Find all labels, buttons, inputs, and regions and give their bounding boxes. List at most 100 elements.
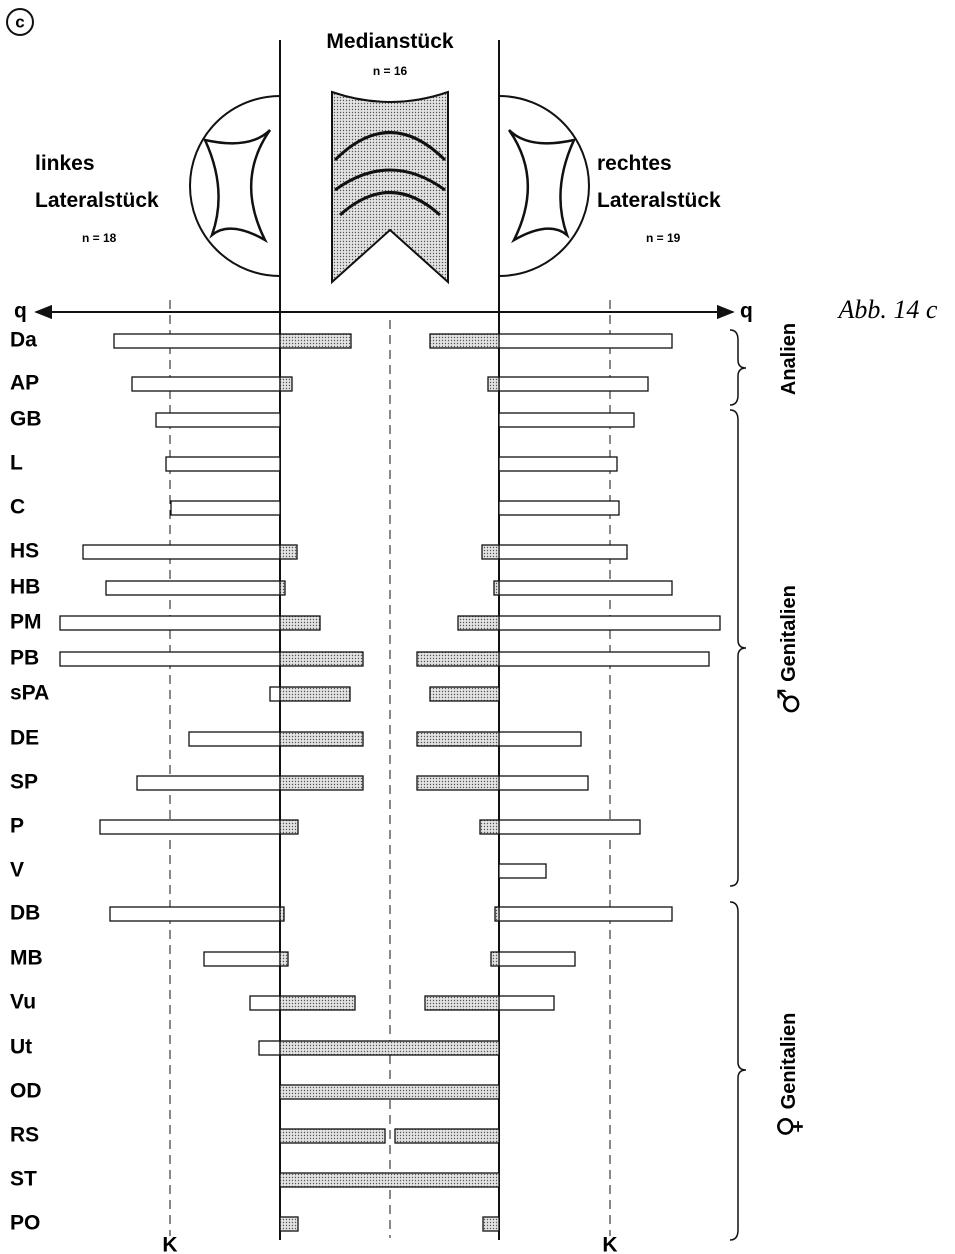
lateral-bar <box>156 413 280 427</box>
median-bar <box>430 687 499 701</box>
figure: c Medianstück n = 16 linkes Lateralstück… <box>0 0 955 1254</box>
left-title: linkes <box>35 152 95 175</box>
group-label: ♀ Genitalien <box>772 1013 807 1138</box>
right-detail <box>509 130 574 240</box>
lateral-bar <box>499 457 617 471</box>
row-label: DB <box>10 902 40 925</box>
median-bar <box>430 334 499 348</box>
median-bar <box>480 820 499 834</box>
median-bar <box>280 377 292 391</box>
row-label: RS <box>10 1124 39 1147</box>
left-detail <box>205 130 270 240</box>
lateral-bar <box>60 616 280 630</box>
group-label: Analien <box>778 323 800 395</box>
row-label: PM <box>10 611 42 634</box>
lateral-bar <box>499 652 709 666</box>
lateral-bar <box>499 501 619 515</box>
group-text: Genitalien <box>778 585 800 682</box>
row-label: MB <box>10 947 43 970</box>
row-label: PO <box>10 1212 40 1235</box>
k-label: K <box>162 1234 177 1254</box>
median-bar <box>280 1129 385 1143</box>
lateral-bar <box>110 907 280 921</box>
group-label: ♂ Genitalien <box>772 585 807 715</box>
median-bar <box>425 996 499 1010</box>
brace <box>730 902 746 1240</box>
row-label: P <box>10 815 24 838</box>
row-label: HB <box>10 576 40 599</box>
row-label: SP <box>10 771 38 794</box>
median-bar <box>280 687 350 701</box>
lateral-bar <box>83 545 280 559</box>
median-bar <box>483 1217 499 1231</box>
lateral-bar <box>499 413 634 427</box>
group-symbol: ♀ <box>772 1115 807 1137</box>
axis-label: q <box>14 300 27 323</box>
lateral-bar <box>499 581 672 595</box>
median-bar <box>280 616 320 630</box>
lateral-bar <box>137 776 280 790</box>
median-bar <box>417 732 499 746</box>
lateral-bar <box>499 334 672 348</box>
median-bar <box>280 776 363 790</box>
left-n: n = 18 <box>82 231 117 245</box>
lateral-bar <box>60 652 280 666</box>
median-piece <box>332 92 448 282</box>
row-label: DE <box>10 727 39 750</box>
lateral-bar <box>499 820 640 834</box>
median-bar <box>280 732 363 746</box>
caption: Abb. 14 c <box>837 295 938 324</box>
group-symbol: ♂ <box>772 688 807 715</box>
row-label: HS <box>10 540 39 563</box>
bars <box>60 334 720 1231</box>
median-bar <box>280 952 288 966</box>
median-bar <box>494 581 499 595</box>
row-label: sPA <box>10 682 49 705</box>
lateral-bar <box>171 501 280 515</box>
row-label: GB <box>10 408 42 431</box>
row-label: C <box>10 496 25 519</box>
median-title: Medianstück <box>326 30 454 53</box>
lateral-bar <box>204 952 280 966</box>
median-bar <box>280 334 351 348</box>
lateral-bar <box>499 616 720 630</box>
median-bar <box>495 907 499 921</box>
right-title: rechtes <box>597 152 672 175</box>
median-bar <box>482 545 499 559</box>
right-n: n = 19 <box>646 231 681 245</box>
median-bar <box>280 820 298 834</box>
k-label: K <box>602 1234 617 1254</box>
row-label: OD <box>10 1080 42 1103</box>
lateral-bar <box>132 377 280 391</box>
median-bar <box>280 996 355 1010</box>
median-bar <box>280 1173 499 1187</box>
median-bar <box>280 652 363 666</box>
median-bar <box>280 581 285 595</box>
lateral-bar <box>166 457 280 471</box>
lateral-bar <box>270 687 280 701</box>
row-label: ST <box>10 1168 37 1191</box>
median-n: n = 16 <box>373 64 408 78</box>
median-bar <box>417 652 499 666</box>
median-bar <box>280 545 297 559</box>
lateral-bar <box>250 996 280 1010</box>
lateral-bar <box>499 377 648 391</box>
group-text: Analien <box>778 323 800 395</box>
lateral-bar <box>499 864 546 878</box>
median-bar <box>280 1217 298 1231</box>
lateral-bar <box>499 952 575 966</box>
row-label: PB <box>10 647 39 670</box>
median-bar <box>488 377 499 391</box>
row-label: Ut <box>10 1036 32 1059</box>
lateral-bar <box>499 732 581 746</box>
lateral-bar <box>499 776 588 790</box>
lateral-bar <box>189 732 280 746</box>
median-bar <box>458 616 499 630</box>
row-label: Vu <box>10 991 36 1014</box>
lateral-bar <box>259 1041 280 1055</box>
lateral-bar <box>499 996 554 1010</box>
lateral-bar <box>499 907 672 921</box>
left-title: Lateralstück <box>35 189 159 212</box>
row-label: V <box>10 859 24 882</box>
group-text: Genitalien <box>778 1013 800 1110</box>
